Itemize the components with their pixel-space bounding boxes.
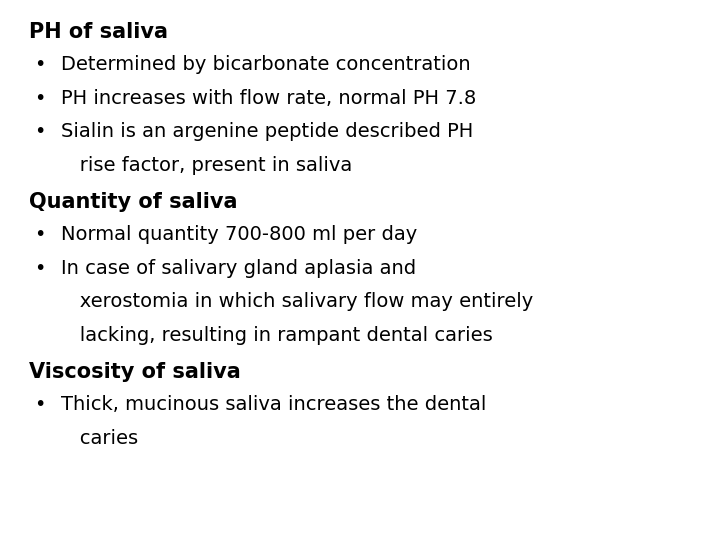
Text: Viscosity of saliva: Viscosity of saliva — [29, 362, 240, 382]
Text: lacking, resulting in rampant dental caries: lacking, resulting in rampant dental car… — [61, 326, 493, 345]
Text: •: • — [34, 259, 45, 278]
Text: PH of saliva: PH of saliva — [29, 22, 168, 42]
Text: •: • — [34, 395, 45, 414]
Text: xerostomia in which salivary flow may entirely: xerostomia in which salivary flow may en… — [61, 292, 534, 311]
Text: Thick, mucinous saliva increases the dental: Thick, mucinous saliva increases the den… — [61, 395, 487, 414]
Text: caries: caries — [61, 429, 138, 448]
Text: •: • — [34, 225, 45, 244]
Text: Determined by bicarbonate concentration: Determined by bicarbonate concentration — [61, 55, 471, 74]
Text: PH increases with flow rate, normal PH 7.8: PH increases with flow rate, normal PH 7… — [61, 89, 477, 107]
Text: In case of salivary gland aplasia and: In case of salivary gland aplasia and — [61, 259, 416, 278]
Text: Normal quantity 700-800 ml per day: Normal quantity 700-800 ml per day — [61, 225, 418, 244]
Text: Sialin is an argenine peptide described PH: Sialin is an argenine peptide described … — [61, 122, 474, 141]
Text: rise factor, present in saliva: rise factor, present in saliva — [61, 156, 353, 174]
Text: •: • — [34, 89, 45, 107]
Text: •: • — [34, 55, 45, 74]
Text: •: • — [34, 122, 45, 141]
Text: Quantity of saliva: Quantity of saliva — [29, 192, 238, 212]
